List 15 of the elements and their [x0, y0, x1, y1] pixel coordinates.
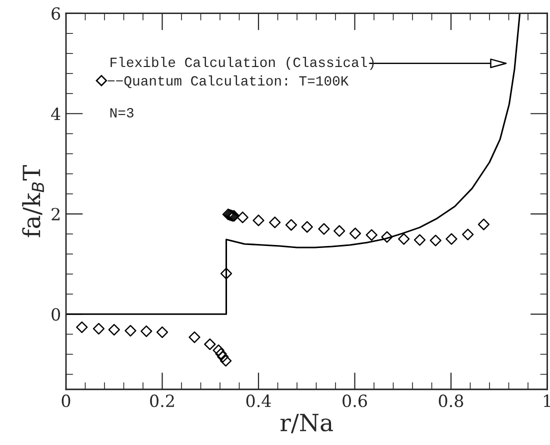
x-tick-label: 0	[62, 394, 70, 408]
y-tick-label: 0	[52, 308, 60, 321]
y-tick-label: 6	[52, 7, 60, 20]
annotation: Flexible Calculation (Classical)	[110, 56, 374, 70]
x-tick-label: 1	[544, 394, 550, 407]
x-tick-label: 0.4	[246, 394, 271, 408]
x-tick-label: 0.6	[342, 394, 367, 408]
legend-label: −−Quantum Calculation: T=100K	[108, 75, 349, 88]
y-tick-label: 2	[52, 208, 60, 220]
annotation: N=3	[110, 108, 134, 118]
x-axis-title: r/Na	[280, 414, 333, 434]
x-tick-label: 0.2	[150, 394, 174, 408]
y-axis-title: fa/k$_{B}$T	[22, 165, 44, 238]
y-tick-label: 4	[51, 108, 60, 120]
x-tick-label: 0.8	[438, 394, 464, 408]
